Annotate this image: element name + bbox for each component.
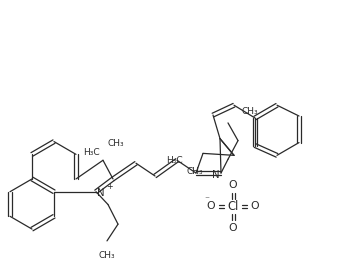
Text: ⁻: ⁻	[204, 195, 209, 205]
Text: CH₃: CH₃	[242, 106, 258, 116]
Text: O: O	[251, 201, 259, 211]
Text: O: O	[229, 223, 237, 233]
Text: N: N	[212, 170, 220, 180]
Text: O: O	[207, 201, 215, 211]
Text: CH₃: CH₃	[108, 139, 125, 148]
Text: CH₃: CH₃	[99, 251, 115, 260]
Text: N: N	[97, 188, 105, 198]
Text: H₃C: H₃C	[166, 156, 183, 165]
Text: O: O	[229, 180, 237, 190]
Text: +: +	[106, 182, 112, 191]
Text: Cl: Cl	[227, 200, 239, 213]
Text: CH₃: CH₃	[187, 167, 203, 176]
Text: H₃C: H₃C	[83, 148, 100, 157]
